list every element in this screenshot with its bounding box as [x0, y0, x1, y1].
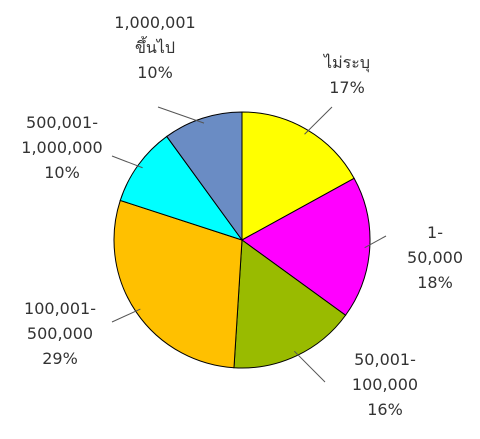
category-label: 1-50,000 — [407, 223, 463, 267]
pie-slice — [241, 177, 371, 316]
value-label: 17% — [329, 78, 365, 97]
category-label: 500,001- 1,000,000 — [21, 113, 103, 157]
category-label: 50,001- 100,000 — [351, 350, 419, 394]
category-label: 1,000,001 ขึ้นไป — [114, 13, 196, 57]
value-label: 18% — [417, 273, 453, 292]
leader-line — [293, 350, 326, 383]
category-label: 100,001- 500,000 — [24, 299, 96, 343]
slice-label: ไม่ระบุ 17% — [324, 50, 370, 100]
leader-line — [364, 235, 387, 249]
value-label: 16% — [367, 400, 403, 419]
leader-line — [111, 155, 143, 169]
slice-label: 50,001- 100,000 16% — [352, 347, 418, 422]
value-label: 10% — [44, 163, 80, 182]
slice-label: 1-50,000 18% — [407, 220, 463, 295]
pie-slice — [241, 111, 355, 241]
pie-slice — [113, 199, 243, 369]
leader-line — [304, 106, 333, 135]
value-label: 29% — [42, 349, 78, 368]
slice-label: 500,001- 1,000,000 10% — [21, 110, 102, 185]
category-label: ไม่ระบุ — [324, 53, 370, 72]
slice-label: 1,000,001 ขึ้นไป 10% — [114, 10, 195, 85]
value-label: 10% — [137, 63, 173, 82]
pie-slice — [119, 135, 244, 241]
pie-slice — [166, 111, 243, 242]
slice-label: 100,001- 500,000 29% — [24, 296, 96, 371]
leader-line — [157, 106, 205, 124]
pie-slice — [233, 239, 347, 369]
leader-line — [111, 308, 141, 323]
